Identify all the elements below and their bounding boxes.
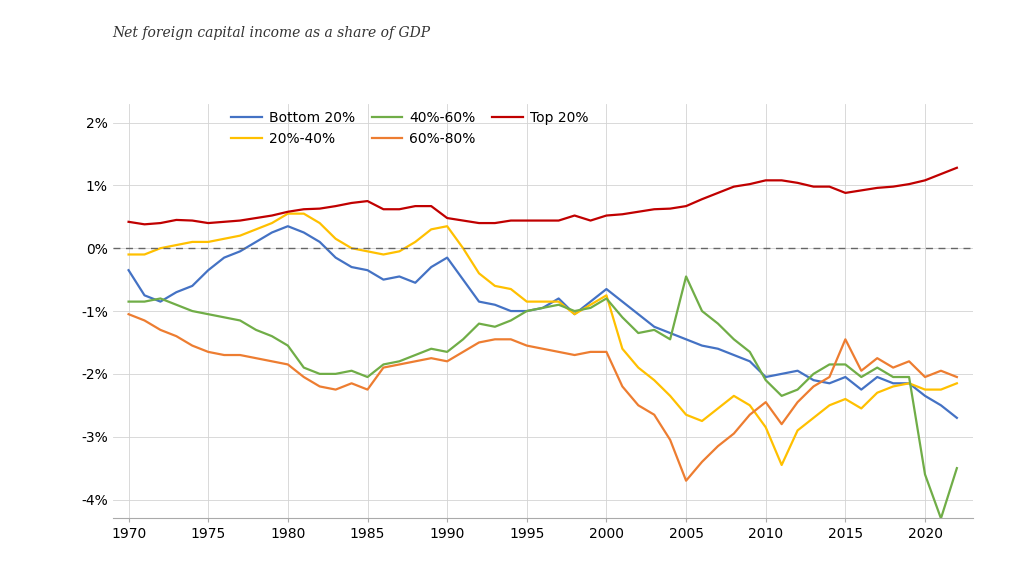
40%-60%	[345, 367, 357, 374]
20%-40%	[950, 380, 963, 386]
Line: Bottom 20%: Bottom 20%	[129, 226, 956, 418]
60%-80%	[345, 380, 357, 386]
Bottom 20%	[616, 298, 629, 305]
20%-40%	[680, 411, 692, 418]
Line: 20%-40%: 20%-40%	[129, 214, 956, 465]
40%-60%	[648, 327, 660, 334]
Legend: Bottom 20%, 20%-40%, 40%-60%, 60%-80%, Top 20%: Bottom 20%, 20%-40%, 40%-60%, 60%-80%, T…	[231, 111, 588, 146]
Bottom 20%	[950, 414, 963, 421]
40%-60%	[123, 298, 135, 305]
Line: 40%-60%: 40%-60%	[129, 276, 956, 518]
60%-80%	[871, 355, 884, 362]
Top 20%	[871, 184, 884, 191]
60%-80%	[123, 310, 135, 317]
60%-80%	[680, 478, 692, 484]
Bottom 20%	[775, 370, 787, 377]
Line: Top 20%: Top 20%	[129, 168, 956, 224]
20%-40%	[123, 251, 135, 258]
Bottom 20%	[361, 267, 374, 274]
40%-60%	[950, 465, 963, 472]
Bottom 20%	[282, 223, 294, 230]
Bottom 20%	[871, 374, 884, 381]
Top 20%	[632, 209, 644, 215]
Top 20%	[361, 198, 374, 204]
Bottom 20%	[123, 267, 135, 274]
Text: Net foreign capital income as a share of GDP: Net foreign capital income as a share of…	[113, 26, 431, 40]
60%-80%	[775, 420, 787, 427]
40%-60%	[680, 273, 692, 280]
60%-80%	[648, 411, 660, 418]
20%-40%	[616, 345, 629, 352]
Top 20%	[138, 221, 151, 228]
20%-40%	[792, 427, 804, 434]
Top 20%	[123, 218, 135, 225]
20%-40%	[361, 248, 374, 255]
Line: 60%-80%: 60%-80%	[129, 314, 956, 481]
Top 20%	[664, 205, 676, 212]
40%-60%	[935, 515, 947, 522]
60%-80%	[600, 348, 612, 355]
Top 20%	[775, 177, 787, 184]
20%-40%	[282, 210, 294, 217]
40%-60%	[775, 392, 787, 399]
Bottom 20%	[664, 329, 676, 336]
20%-40%	[632, 364, 644, 371]
40%-60%	[664, 336, 676, 343]
Top 20%	[616, 211, 629, 218]
40%-60%	[600, 295, 612, 302]
20%-40%	[775, 461, 787, 468]
60%-80%	[616, 383, 629, 390]
20%-40%	[664, 392, 676, 399]
60%-80%	[950, 374, 963, 381]
Top 20%	[950, 164, 963, 171]
Bottom 20%	[632, 310, 644, 317]
40%-60%	[616, 314, 629, 321]
